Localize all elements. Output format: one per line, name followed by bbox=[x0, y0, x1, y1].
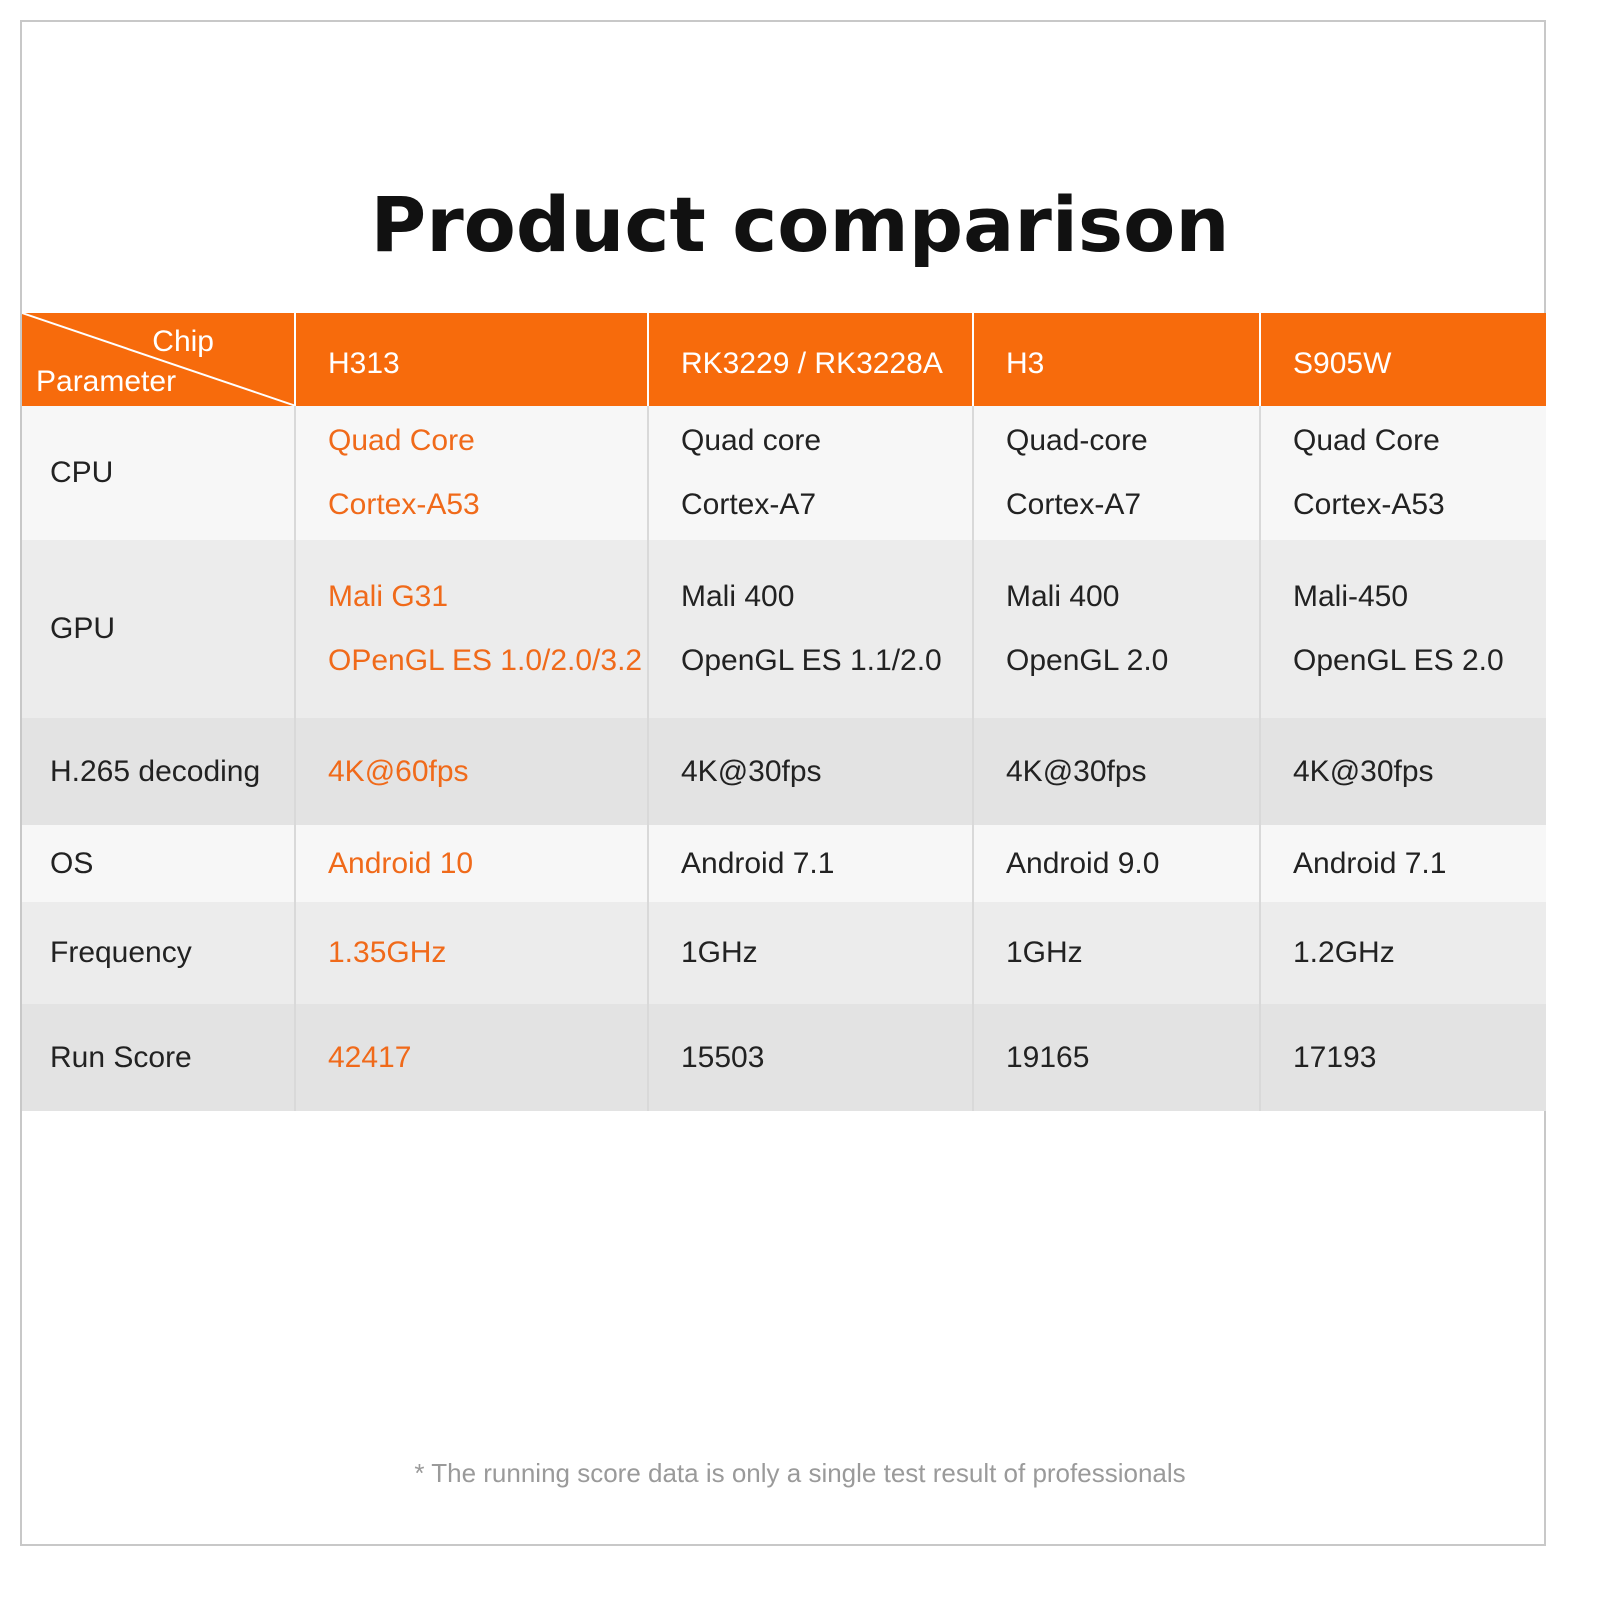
header-chip-h313: H313 bbox=[296, 313, 649, 406]
value-cell: Quad Core Cortex-A53 bbox=[1261, 406, 1546, 540]
value-cell: Mali 400 OpenGL 2.0 bbox=[974, 540, 1261, 718]
table-row-frequency: Frequency 1.35GHz 1GHz 1GHz 1.2GHz bbox=[22, 902, 1546, 1004]
param-label: H.265 decoding bbox=[22, 718, 296, 825]
value-line: Quad core bbox=[681, 424, 822, 457]
value-cell: Android 10 bbox=[296, 825, 649, 902]
param-label: Run Score bbox=[22, 1004, 296, 1111]
value-cell: 4K@60fps bbox=[296, 718, 649, 825]
value-cell: 42417 bbox=[296, 1004, 649, 1111]
value-line: Mali 400 bbox=[681, 580, 795, 613]
header-parameter-label: Parameter bbox=[36, 365, 177, 398]
value-cell: Android 7.1 bbox=[1293, 846, 1447, 880]
value-cell: 15503 bbox=[649, 1004, 974, 1111]
value-cell: 4K@30fps bbox=[1293, 754, 1434, 788]
header-chip-h3: H3 bbox=[974, 313, 1261, 406]
param-label: CPU bbox=[22, 406, 296, 540]
table-row-run-score: Run Score 42417 15503 19165 17193 bbox=[22, 1004, 1546, 1111]
footnote: * The running score data is only a singl… bbox=[414, 1458, 1186, 1488]
param-label: OS bbox=[22, 825, 296, 902]
value-cell: 1.35GHz bbox=[296, 902, 649, 1004]
value-cell: 1GHz bbox=[974, 902, 1261, 1004]
value-line: Mali 400 bbox=[1006, 580, 1120, 613]
value-cell: 4K@30fps bbox=[974, 718, 1261, 825]
header-corner-cell: Chip Parameter bbox=[22, 313, 296, 406]
value-cell: 1GHz bbox=[649, 902, 974, 1004]
value-line: OpenGL ES 1.1/2.0 bbox=[681, 644, 942, 677]
table-row-cpu: CPU Quad Core Cortex-A53 Quad core Corte… bbox=[22, 406, 1546, 540]
page-title: Product comparison bbox=[370, 180, 1230, 269]
value-line: OPenGL ES 1.0/2.0/3.2 bbox=[328, 644, 643, 677]
value-line: Quad Core bbox=[1293, 424, 1440, 457]
value-cell: Quad-core Cortex-A7 bbox=[974, 406, 1261, 540]
value-line: Cortex-A7 bbox=[681, 488, 817, 521]
value-cell: Mali-450 OpenGL ES 2.0 bbox=[1261, 540, 1546, 718]
value-cell: 17193 bbox=[1293, 1040, 1377, 1074]
header-chip-label: Chip bbox=[152, 325, 214, 358]
value-line: Quad Core bbox=[328, 424, 475, 457]
value-line: Cortex-A53 bbox=[1293, 488, 1445, 521]
value-line: Cortex-A7 bbox=[1006, 488, 1142, 521]
param-label: Frequency bbox=[22, 902, 296, 1004]
value-cell: Android 7.1 bbox=[649, 825, 974, 902]
value-cell: Mali G31 OPenGL ES 1.0/2.0/3.2 bbox=[296, 540, 649, 718]
param-label: GPU bbox=[22, 540, 296, 718]
header-chip-s905w: S905W bbox=[1293, 346, 1392, 380]
table-row-os: OS Android 10 Android 7.1 Android 9.0 An… bbox=[22, 825, 1546, 902]
value-cell: Android 9.0 bbox=[974, 825, 1261, 902]
value-cell: Quad core Cortex-A7 bbox=[649, 406, 974, 540]
diagonal-divider bbox=[22, 313, 296, 406]
value-cell: 19165 bbox=[974, 1004, 1261, 1111]
value-cell: 4K@30fps bbox=[649, 718, 974, 825]
table-row-gpu: GPU Mali G31 OPenGL ES 1.0/2.0/3.2 Mali … bbox=[22, 540, 1546, 718]
value-line: Mali-450 bbox=[1293, 580, 1409, 613]
header-chip-rk3229: RK3229 / RK3228A bbox=[649, 313, 974, 406]
value-line: Quad-core bbox=[1006, 424, 1148, 457]
table-header-row: Chip Parameter H313 RK3229 / RK3228A H3 … bbox=[22, 313, 1546, 406]
table-row-h265: H.265 decoding 4K@60fps 4K@30fps 4K@30fp… bbox=[22, 718, 1546, 825]
value-line: OpenGL ES 2.0 bbox=[1293, 644, 1504, 677]
value-line: Mali G31 bbox=[328, 580, 449, 613]
value-cell: Mali 400 OpenGL ES 1.1/2.0 bbox=[649, 540, 974, 718]
value-line: Cortex-A53 bbox=[328, 488, 480, 521]
value-cell: 1.2GHz bbox=[1293, 936, 1395, 969]
value-cell: Quad Core Cortex-A53 bbox=[296, 406, 649, 540]
value-line: OpenGL 2.0 bbox=[1006, 644, 1169, 677]
comparison-table: Chip Parameter H313 RK3229 / RK3228A H3 … bbox=[22, 313, 1546, 1111]
